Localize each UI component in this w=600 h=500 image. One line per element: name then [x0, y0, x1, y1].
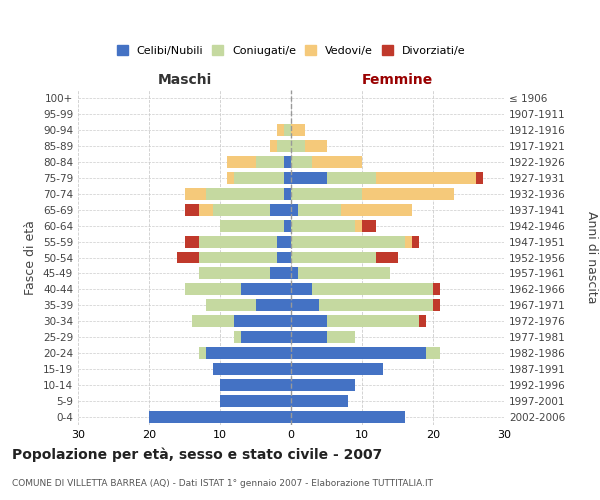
Bar: [227, 156, 256, 168]
Y-axis label: Anni di nascita: Anni di nascita: [585, 211, 598, 304]
Bar: [220, 379, 291, 391]
Bar: [277, 140, 291, 152]
Bar: [326, 332, 355, 343]
Bar: [291, 220, 355, 232]
Bar: [241, 284, 291, 296]
Text: Popolazione per età, sesso e stato civile - 2007: Popolazione per età, sesso e stato civil…: [12, 448, 382, 462]
Y-axis label: Fasce di età: Fasce di età: [25, 220, 37, 295]
Bar: [220, 220, 284, 232]
Bar: [412, 236, 419, 248]
Legend: Celibi/Nubili, Coniugati/e, Vedovi/e, Divorziati/e: Celibi/Nubili, Coniugati/e, Vedovi/e, Di…: [113, 42, 469, 59]
Bar: [298, 204, 341, 216]
Bar: [326, 172, 376, 184]
Bar: [256, 156, 284, 168]
Bar: [298, 268, 391, 280]
Bar: [227, 172, 234, 184]
Bar: [404, 236, 412, 248]
Bar: [313, 156, 362, 168]
Bar: [291, 140, 305, 152]
Bar: [291, 379, 355, 391]
Bar: [376, 252, 398, 264]
Bar: [433, 284, 440, 296]
Bar: [426, 347, 440, 359]
Bar: [206, 347, 291, 359]
Bar: [291, 156, 313, 168]
Bar: [185, 204, 199, 216]
Bar: [284, 188, 291, 200]
Bar: [277, 236, 291, 248]
Bar: [355, 220, 362, 232]
Bar: [220, 395, 291, 407]
Bar: [199, 252, 277, 264]
Bar: [362, 220, 376, 232]
Bar: [284, 220, 291, 232]
Bar: [419, 316, 426, 328]
Bar: [291, 332, 326, 343]
Bar: [277, 252, 291, 264]
Bar: [284, 172, 291, 184]
Bar: [341, 204, 412, 216]
Bar: [291, 395, 348, 407]
Bar: [199, 236, 277, 248]
Bar: [234, 332, 241, 343]
Bar: [291, 284, 313, 296]
Bar: [185, 188, 206, 200]
Bar: [149, 411, 291, 423]
Bar: [291, 252, 376, 264]
Text: Femmine: Femmine: [362, 73, 433, 87]
Bar: [362, 188, 454, 200]
Bar: [284, 156, 291, 168]
Bar: [270, 268, 291, 280]
Bar: [213, 204, 270, 216]
Bar: [213, 363, 291, 375]
Bar: [291, 124, 305, 136]
Bar: [256, 300, 291, 312]
Bar: [291, 411, 404, 423]
Bar: [313, 284, 433, 296]
Bar: [234, 316, 291, 328]
Text: COMUNE DI VILLETTA BARREA (AQ) - Dati ISTAT 1° gennaio 2007 - Elaborazione TUTTI: COMUNE DI VILLETTA BARREA (AQ) - Dati IS…: [12, 478, 433, 488]
Bar: [206, 188, 284, 200]
Bar: [206, 300, 256, 312]
Bar: [234, 172, 284, 184]
Text: Maschi: Maschi: [157, 73, 212, 87]
Bar: [433, 300, 440, 312]
Bar: [185, 236, 199, 248]
Bar: [241, 332, 291, 343]
Bar: [191, 316, 234, 328]
Bar: [199, 268, 270, 280]
Bar: [185, 284, 241, 296]
Bar: [199, 204, 213, 216]
Bar: [291, 236, 404, 248]
Bar: [326, 316, 419, 328]
Bar: [291, 300, 319, 312]
Bar: [376, 172, 476, 184]
Bar: [270, 140, 277, 152]
Bar: [291, 172, 326, 184]
Bar: [291, 204, 298, 216]
Bar: [291, 316, 326, 328]
Bar: [277, 124, 284, 136]
Bar: [291, 347, 426, 359]
Bar: [284, 124, 291, 136]
Bar: [291, 268, 298, 280]
Bar: [305, 140, 326, 152]
Bar: [476, 172, 483, 184]
Bar: [291, 363, 383, 375]
Bar: [178, 252, 199, 264]
Bar: [291, 188, 362, 200]
Bar: [319, 300, 433, 312]
Bar: [199, 347, 206, 359]
Bar: [270, 204, 291, 216]
